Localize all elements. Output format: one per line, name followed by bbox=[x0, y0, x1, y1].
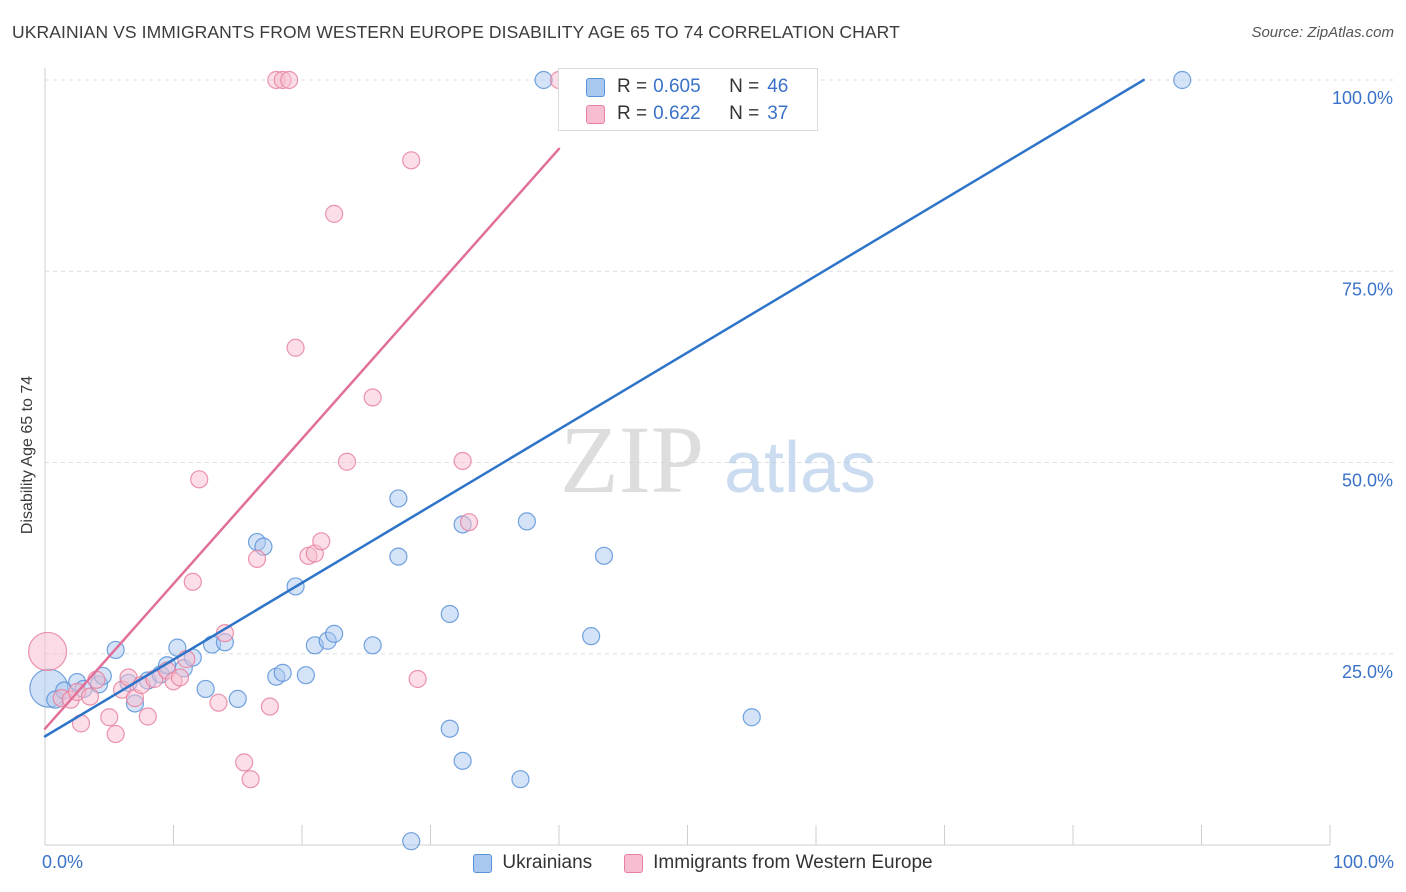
ukrainian-point bbox=[228, 689, 247, 708]
immigrant-point bbox=[27, 631, 68, 672]
chart-title: UKRAINIAN VS IMMIGRANTS FROM WESTERN EUR… bbox=[12, 22, 900, 42]
immigrant-point bbox=[100, 708, 119, 727]
y-tick-labels: 100.0% 75.0% 50.0% 25.0% bbox=[1332, 88, 1393, 682]
immigrant-point bbox=[280, 70, 299, 90]
y-tick-label: 50.0% bbox=[1342, 471, 1393, 491]
legend-r-value: 0.622 bbox=[653, 103, 701, 124]
legend-r-value: 0.605 bbox=[653, 76, 701, 97]
y-tick-label: 75.0% bbox=[1342, 279, 1393, 299]
ukrainian-point bbox=[594, 546, 614, 565]
ukrainian-point bbox=[273, 663, 292, 682]
ukrainian-point bbox=[1173, 70, 1192, 90]
trend-lines bbox=[43, 78, 1145, 738]
axes bbox=[44, 68, 1331, 846]
legend-n-label: N = bbox=[729, 103, 760, 124]
ukrainian-point bbox=[389, 489, 408, 508]
ukrainian-point bbox=[363, 636, 382, 655]
trendline-immigrants bbox=[43, 147, 561, 730]
ukrainian-point bbox=[517, 512, 536, 531]
legend-row-ukrainians: R = 0.605 N = 46 bbox=[559, 75, 788, 99]
ukrainian-point bbox=[196, 679, 215, 699]
correlation-legend: R = 0.605 N = 46 R = 0.622 N = 37 bbox=[558, 68, 818, 131]
immigrant-point bbox=[363, 388, 382, 407]
ukrainian-point bbox=[453, 751, 472, 770]
legend-swatch-immigrants bbox=[586, 104, 605, 124]
immigrant-point bbox=[170, 668, 190, 687]
ukrainian-point bbox=[534, 70, 553, 90]
series-legend-swatch-immigrants bbox=[624, 853, 644, 873]
ukrainian-point bbox=[742, 708, 761, 727]
ukrainian-point bbox=[440, 719, 459, 738]
immigrant-point bbox=[106, 724, 125, 744]
immigrant-point bbox=[138, 707, 157, 726]
immigrant-point bbox=[325, 204, 344, 223]
immigrant-point bbox=[183, 572, 202, 591]
ukrainian-point bbox=[582, 627, 601, 646]
immigrant-point bbox=[241, 770, 260, 789]
immigrant-point bbox=[235, 753, 254, 772]
series-legend-ukrainians: Ukrainians bbox=[473, 852, 592, 874]
legend-row-immigrants: R = 0.622 N = 37 bbox=[559, 102, 788, 126]
watermark-atlas: atlas bbox=[724, 428, 876, 508]
immigrant-point bbox=[286, 338, 305, 357]
series-legend: Ukrainians Immigrants from Western Europ… bbox=[0, 852, 1406, 874]
ukrainian-point bbox=[511, 770, 530, 789]
watermark-zip: ZIP bbox=[560, 406, 704, 513]
immigrant-point bbox=[312, 532, 331, 551]
immigrant-point bbox=[453, 451, 472, 471]
y-tick-label: 100.0% bbox=[1332, 88, 1393, 108]
series-legend-swatch-ukrainians bbox=[473, 853, 493, 873]
y-tick-label: 25.0% bbox=[1342, 662, 1393, 682]
x-tick-label-min: 0.0% bbox=[42, 852, 84, 872]
immigrant-point bbox=[190, 470, 209, 489]
immigrant-point bbox=[459, 513, 479, 532]
ukrainian-point bbox=[389, 547, 408, 566]
immigrant-point bbox=[80, 687, 100, 706]
legend-r-label: R = bbox=[617, 103, 648, 124]
series-legend-label: Immigrants from Western Europe bbox=[653, 852, 933, 873]
source-label: Source: ZipAtlas.com bbox=[1251, 24, 1394, 41]
trendline-ukrainians bbox=[43, 78, 1145, 738]
grid-lines bbox=[45, 79, 1393, 655]
ukrainian-point bbox=[440, 604, 459, 624]
legend-n-value: 37 bbox=[767, 103, 789, 124]
immigrant-point bbox=[337, 452, 357, 471]
immigrant-point bbox=[260, 697, 279, 716]
immigrant-point bbox=[402, 151, 421, 170]
series-legend-immigrants: Immigrants from Western Europe bbox=[624, 852, 933, 874]
ukrainian-point bbox=[296, 666, 315, 685]
immigrant-point bbox=[408, 669, 427, 689]
ukrainian-point bbox=[402, 832, 421, 851]
legend-swatch-ukrainians bbox=[586, 77, 605, 97]
legend-n-value: 46 bbox=[767, 76, 789, 97]
immigrant-point bbox=[247, 549, 267, 568]
legend-r-label: R = bbox=[617, 76, 648, 97]
immigrant-point bbox=[209, 693, 228, 712]
ukrainian-point bbox=[325, 624, 344, 643]
series-legend-label: Ukrainians bbox=[502, 852, 593, 873]
x-tick-label-max: 100.0% bbox=[1332, 852, 1394, 872]
immigrant-point bbox=[87, 670, 106, 689]
legend-n-label: N = bbox=[729, 76, 760, 97]
